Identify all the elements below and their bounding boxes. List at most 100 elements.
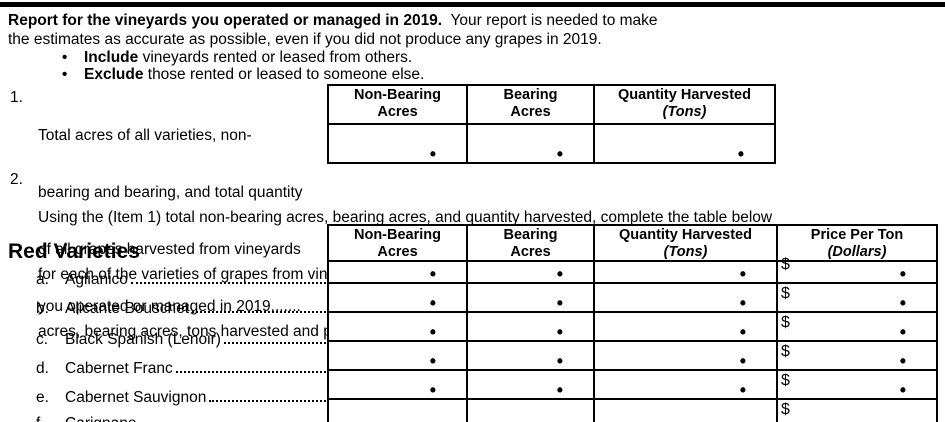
- decimal-entry-mark: •: [899, 264, 934, 284]
- item-1-text: Total acres of all varieties, non- beari…: [38, 88, 303, 354]
- intro-lead-rest: Your report is needed to make: [442, 12, 658, 29]
- dollar-sign: $: [781, 285, 790, 302]
- decimal-point-dot: •: [899, 380, 906, 400]
- variety-name: Carignane: [65, 415, 137, 422]
- entry-cell-alicante-price[interactable]: $ •: [778, 284, 936, 313]
- decimal-point-dot: •: [556, 264, 563, 284]
- decimal-point-dot: •: [899, 351, 906, 371]
- variety-label-carignane: f.Carignane: [36, 415, 327, 422]
- decimal-point-dot: •: [739, 293, 746, 313]
- tenths-underscore: [439, 311, 450, 313]
- decimal-point-dot: •: [739, 264, 746, 284]
- intro-line-1: Report for the vineyards you operated or…: [8, 11, 658, 30]
- entry-cell-cabfranc-price[interactable]: $ •: [778, 342, 936, 371]
- red-varieties-heading: Red Varieties: [8, 240, 140, 263]
- entry-cell-cabfranc-bearing[interactable]: •: [468, 342, 595, 371]
- item-1-line: of all grapes harvested from vineyards: [38, 241, 301, 258]
- decimal-point-dot: •: [737, 144, 744, 164]
- tenths-underscore: [439, 369, 450, 371]
- decimal-point-dot: •: [899, 264, 906, 284]
- decimal-entry-mark: •: [556, 264, 591, 284]
- entry-cell-cabsauv-quantity[interactable]: •: [595, 371, 778, 400]
- decimal-entry-mark: •: [739, 264, 774, 284]
- entry-cell-blackspanish-price[interactable]: $ •: [778, 313, 936, 342]
- tenths-underscore: [747, 162, 758, 164]
- variety-label-cabernet-sauvignon: e. Cabernet Sauvignon: [36, 389, 327, 407]
- decimal-point-dot: •: [556, 380, 563, 400]
- decimal-point-dot: •: [429, 144, 436, 164]
- header-nonbearing-acres: Non-Bearing Acres: [329, 86, 468, 125]
- item-1-line: Total acres of all varieties, non-: [38, 127, 252, 144]
- tenths-underscore: [566, 398, 577, 400]
- item-2-line: Using the (Item 1) total non-bearing acr…: [38, 209, 773, 226]
- dotted-leader: [209, 400, 326, 402]
- variety-name: Cabernet Sauvignon: [65, 389, 207, 406]
- dotted-leader: [223, 342, 326, 344]
- entry-cell-aglianico-quantity[interactable]: •: [595, 255, 778, 284]
- entry-cell-carignane-price[interactable]: $: [778, 400, 936, 422]
- entry-cell-blackspanish-bearing[interactable]: •: [468, 313, 595, 342]
- dollar-sign: $: [781, 256, 790, 273]
- tenths-underscore: [923, 282, 934, 284]
- dotted-leader: [192, 311, 326, 313]
- entry-cell-cabfranc-quantity[interactable]: •: [595, 342, 778, 371]
- decimal-entry-mark: •: [899, 351, 934, 371]
- decimal-point-dot: •: [556, 322, 563, 342]
- header-bearing-acres: Bearing Acres: [468, 226, 595, 262]
- decimal-entry-mark: •: [740, 381, 774, 400]
- bullet-exclude: Exclude those rented or leased to someon…: [84, 66, 425, 83]
- entry-cell-alicante-nonbearing[interactable]: •: [329, 284, 468, 313]
- tenths-underscore: [749, 282, 760, 284]
- decimal-entry-mark: •: [430, 294, 464, 313]
- entry-cell-blackspanish-quantity[interactable]: •: [595, 313, 778, 342]
- tenths-underscore: [580, 369, 591, 371]
- entry-cell-carignane-nonbearing[interactable]: [329, 400, 468, 422]
- entry-cell-total-quantity[interactable]: •: [595, 125, 774, 164]
- dollar-sign: $: [781, 314, 790, 331]
- item-2-number: 2.: [10, 171, 23, 188]
- entry-cell-aglianico-nonbearing[interactable]: •: [329, 255, 468, 284]
- item-1-totals-table: Non-Bearing Acres Bearing Acres Quantity H…: [327, 84, 776, 164]
- dotted-leader: [130, 282, 326, 284]
- variety-label-black-spanish: c. Black Spanish (Lenoir): [36, 331, 327, 349]
- entry-cell-cabsauv-nonbearing[interactable]: •: [329, 371, 468, 400]
- tenths-underscore: [749, 340, 760, 342]
- tenths-underscore: [749, 311, 760, 313]
- entry-cell-total-nonbearing[interactable]: •: [329, 125, 468, 164]
- bullet-icon: •: [62, 49, 68, 66]
- decimal-entry-mark: •: [430, 265, 464, 284]
- variety-name: Aglianico: [65, 271, 128, 288]
- tenths-underscore: [909, 340, 920, 342]
- entry-cell-cabsauv-bearing[interactable]: •: [468, 371, 595, 400]
- header-price-per-ton: Price Per Ton (Dollars): [778, 226, 936, 262]
- entry-cell-cabfranc-nonbearing[interactable]: •: [329, 342, 468, 371]
- tenths-underscore: [749, 369, 760, 371]
- tenths-underscore: [763, 398, 774, 400]
- tenths-underscore: [763, 311, 774, 313]
- tenths-underscore: [923, 398, 934, 400]
- entry-cell-aglianico-price[interactable]: $ •: [778, 255, 936, 284]
- tenths-underscore: [566, 340, 577, 342]
- decimal-point-dot: •: [429, 322, 436, 342]
- decimal-entry-mark: •: [899, 380, 934, 400]
- entry-cell-cabsauv-price[interactable]: $ •: [778, 371, 936, 400]
- entry-cell-carignane-quantity[interactable]: [595, 400, 778, 422]
- entry-cell-blackspanish-nonbearing[interactable]: •: [329, 313, 468, 342]
- dollar-sign: $: [781, 372, 790, 389]
- entry-cell-aglianico-bearing[interactable]: •: [468, 255, 595, 284]
- tenths-underscore: [566, 369, 577, 371]
- tenths-underscore: [453, 369, 464, 371]
- entry-cell-total-bearing[interactable]: •: [468, 125, 595, 164]
- entry-cell-carignane-bearing[interactable]: [468, 400, 595, 422]
- decimal-entry-mark: •: [429, 322, 464, 342]
- decimal-entry-mark: •: [429, 144, 464, 164]
- decimal-point-dot: •: [739, 351, 746, 371]
- decimal-point-dot: •: [429, 351, 436, 371]
- entry-cell-alicante-quantity[interactable]: •: [595, 284, 778, 313]
- header-bearing-acres: Bearing Acres: [468, 86, 595, 125]
- decimal-entry-mark: •: [739, 293, 774, 313]
- decimal-entry-mark: •: [556, 322, 591, 342]
- entry-cell-alicante-bearing[interactable]: •: [468, 284, 595, 313]
- dotted-leader: [175, 371, 326, 373]
